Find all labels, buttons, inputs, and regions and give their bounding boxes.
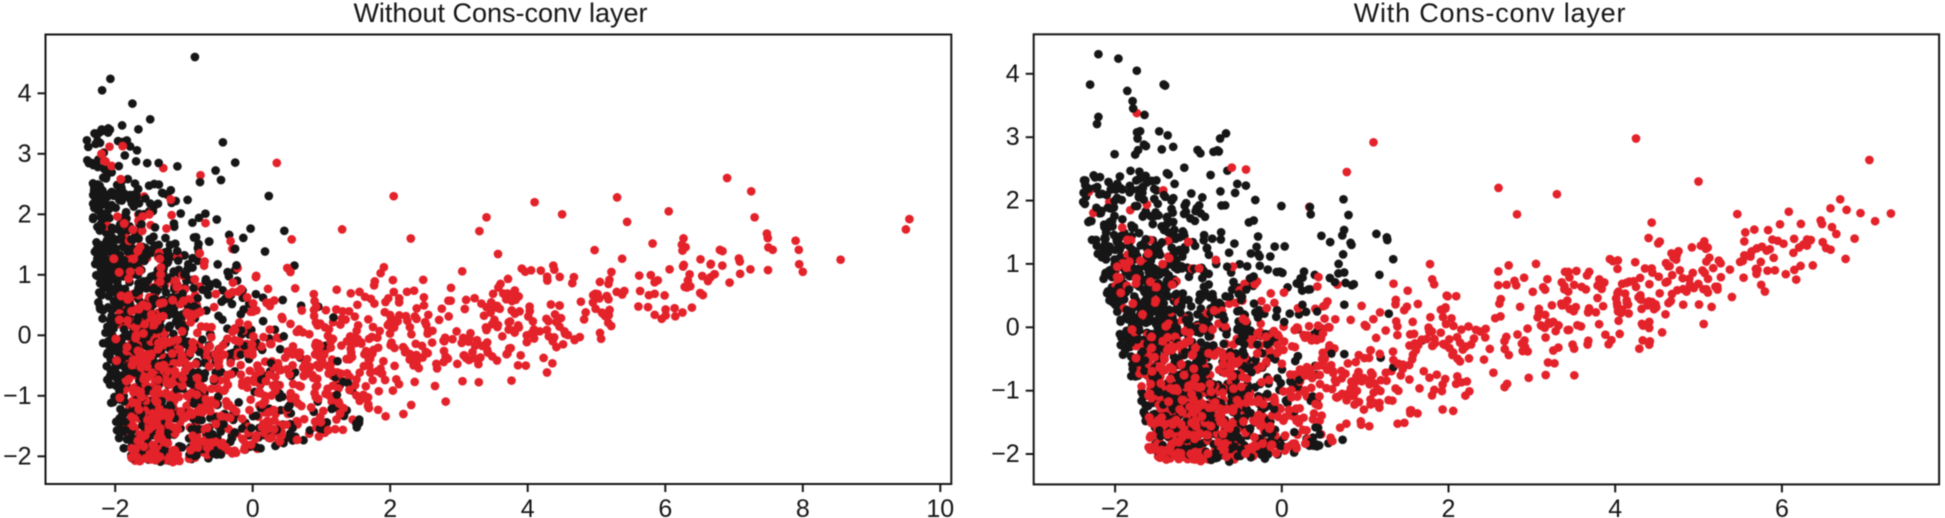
svg-text:2: 2 xyxy=(18,200,32,228)
svg-text:6: 6 xyxy=(1775,495,1789,518)
svg-text:3: 3 xyxy=(18,140,32,168)
svg-text:6: 6 xyxy=(658,495,672,518)
svg-text:10: 10 xyxy=(926,495,954,518)
svg-text:0: 0 xyxy=(1006,313,1020,341)
svg-text:−2: −2 xyxy=(101,495,130,518)
svg-text:−2: −2 xyxy=(991,440,1020,468)
svg-text:2: 2 xyxy=(1442,495,1456,518)
svg-text:1: 1 xyxy=(18,261,32,289)
svg-text:8: 8 xyxy=(796,495,810,518)
svg-text:4: 4 xyxy=(18,79,32,107)
svg-text:−2: −2 xyxy=(3,442,32,470)
svg-text:−1: −1 xyxy=(991,377,1020,405)
svg-text:Without Cons-conv layer: Without Cons-conv layer xyxy=(353,0,647,28)
svg-text:4: 4 xyxy=(1006,60,1020,88)
svg-text:2: 2 xyxy=(1006,187,1020,215)
svg-text:−1: −1 xyxy=(3,382,32,410)
svg-text:4: 4 xyxy=(1608,495,1622,518)
svg-text:1: 1 xyxy=(1006,250,1020,278)
svg-text:0: 0 xyxy=(246,495,260,518)
svg-text:3: 3 xyxy=(1006,123,1020,151)
svg-text:2: 2 xyxy=(383,495,397,518)
svg-text:0: 0 xyxy=(18,321,32,349)
svg-text:With Cons-conv layer: With Cons-conv layer xyxy=(1354,0,1627,28)
svg-text:4: 4 xyxy=(521,495,535,518)
svg-text:−2: −2 xyxy=(1101,495,1130,518)
svg-text:0: 0 xyxy=(1275,495,1289,518)
